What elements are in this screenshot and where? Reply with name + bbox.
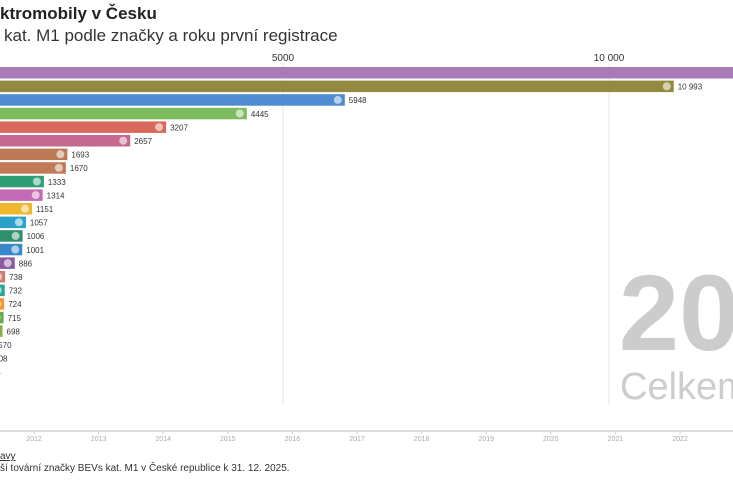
x-tick-label: 5000: [272, 53, 295, 64]
bar-value-label: 1670: [70, 164, 88, 173]
bar: [0, 189, 43, 201]
bar-value-label: 3207: [170, 123, 188, 132]
bar: [0, 325, 3, 337]
brand-logo-icon: [0, 301, 2, 307]
bar: [0, 230, 23, 242]
bar-value-label: 2657: [134, 137, 152, 146]
bar: [0, 271, 6, 283]
source-note: ší tovární značky BEVs kat. M1 v České r…: [0, 463, 290, 474]
brand-logo-icon: [56, 150, 65, 159]
brand-logo-icon: [21, 204, 30, 213]
bar: [0, 67, 733, 79]
bar-value-label: 724: [8, 300, 22, 309]
timeline-year-label: 2018: [414, 436, 430, 443]
bar-value-label: 1693: [71, 151, 89, 160]
brand-logo-icon: [0, 315, 1, 320]
bar-value-label: 1006: [27, 232, 45, 241]
bar-value-label: 404: [0, 368, 1, 377]
timeline-year-label: 2021: [608, 436, 624, 443]
timeline-year-label: 2019: [478, 436, 494, 443]
brand-logo-icon: [31, 191, 40, 200]
bar-value-label: 886: [19, 259, 33, 268]
bar-value-label: 698: [7, 327, 21, 336]
total-label: Celkem: [620, 366, 733, 408]
bar-value-label: 1151: [36, 205, 54, 214]
bar-value-label: 732: [9, 287, 23, 296]
bar-value-label: 715: [8, 314, 22, 323]
brand-logo-icon: [0, 287, 2, 294]
bar: [0, 107, 247, 120]
brand-logo-icon: [32, 177, 41, 186]
bar-value-label: 1333: [48, 178, 66, 187]
timeline-year-label: 2015: [220, 436, 236, 443]
x-tick-label: 10 000: [594, 53, 625, 64]
timeline-year-label: 2014: [155, 436, 171, 443]
brand-logo-icon: [11, 245, 20, 254]
bar: [0, 135, 131, 147]
bar: [0, 243, 23, 256]
timeline-year-label: 2016: [285, 436, 301, 443]
bar: [0, 311, 4, 324]
timeline-year-label: 2013: [91, 436, 107, 443]
bar: [0, 162, 66, 174]
bar-value-label: 570: [0, 341, 12, 350]
current-year-label: 20: [619, 252, 733, 373]
brand-logo-icon: [0, 273, 3, 281]
bar: [0, 284, 5, 297]
timeline-year-label: 2017: [349, 436, 365, 443]
chart-title: ktromobily v Česku: [0, 4, 157, 23]
brand-logo-icon: [119, 136, 128, 145]
bar: [0, 298, 5, 310]
brand-logo-icon: [11, 231, 20, 240]
bar: [0, 203, 33, 215]
bar: [0, 94, 345, 106]
brand-logo-icon: [3, 259, 12, 268]
bar-value-label: 1001: [26, 246, 44, 255]
brand-logo-icon: [333, 95, 342, 104]
chart-subtitle: kat. M1 podle značky a roku první regist…: [4, 26, 338, 45]
brand-logo-icon: [14, 218, 23, 227]
timeline-year-label: 2022: [672, 436, 688, 443]
bar-value-label: 4445: [251, 110, 269, 119]
brand-logo-icon: [155, 123, 164, 132]
bar-value-label: 10 993: [678, 83, 703, 92]
timeline-year-label: 2012: [26, 436, 42, 443]
bar-value-label: 1314: [47, 191, 65, 200]
brand-logo-icon: [54, 163, 63, 172]
source-link[interactable]: avy: [0, 451, 16, 462]
bar-value-label: 508: [0, 355, 8, 364]
bar: [0, 148, 68, 161]
bar: [0, 216, 26, 229]
bar: [0, 121, 167, 133]
timeline-year-label: 2020: [543, 436, 559, 443]
bar-value-label: 1057: [30, 219, 48, 228]
brand-logo-icon: [235, 109, 244, 118]
bar-value-label: 738: [9, 273, 23, 282]
bar: [0, 80, 674, 93]
bar: [0, 175, 44, 188]
bar-value-label: 5948: [349, 96, 367, 105]
brand-logo-icon: [662, 82, 671, 91]
